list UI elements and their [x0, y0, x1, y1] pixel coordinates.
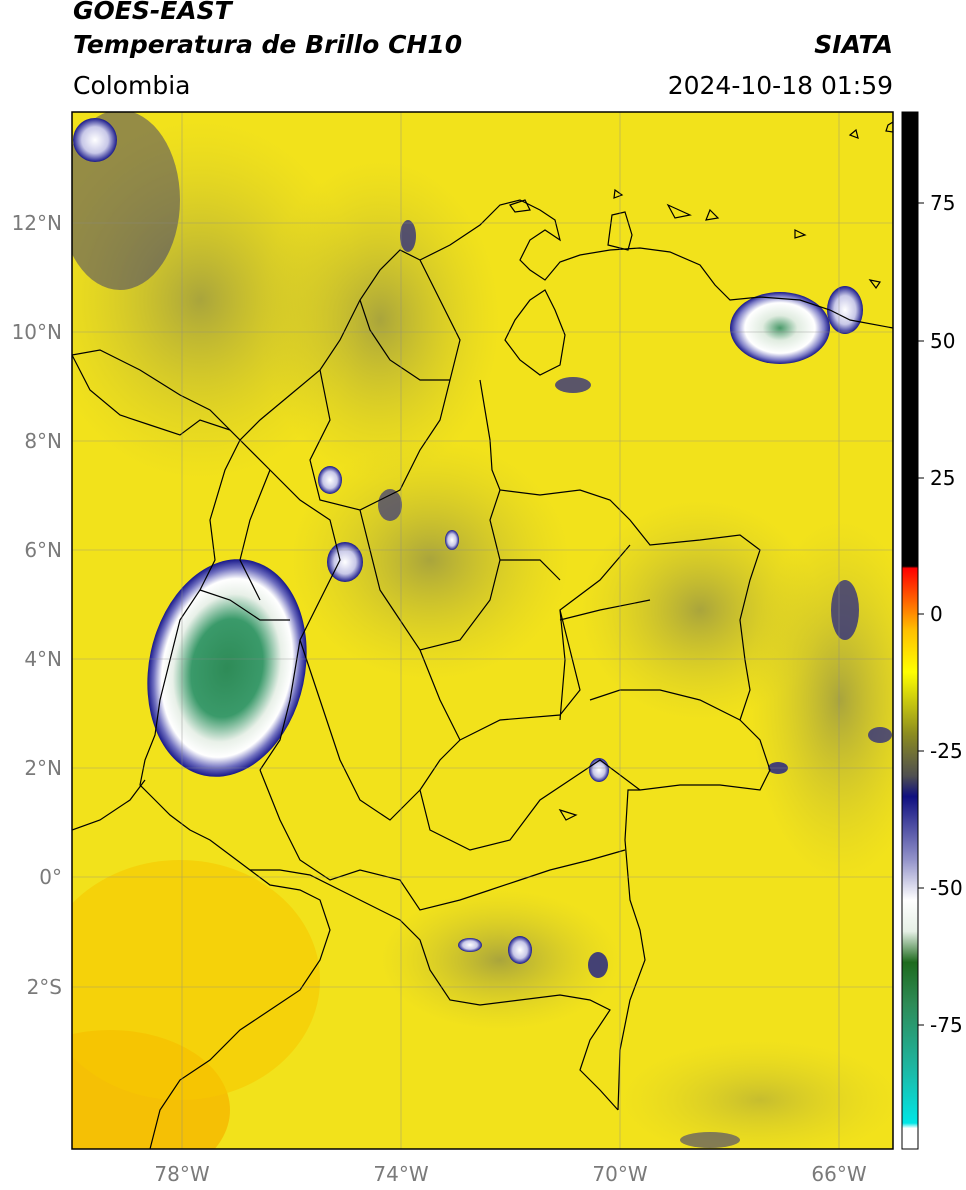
product-title: Temperatura de Brillo CH10: [73, 30, 463, 59]
lat-label: 12°N: [12, 211, 62, 235]
map-frame: [71, 111, 894, 1150]
brightness-temperature-field: [72, 112, 893, 1149]
country-borders: [72, 121, 893, 1149]
lon-label: 78°W: [154, 1162, 209, 1186]
region-label: Colombia: [73, 71, 191, 100]
lat-label: 10°N: [12, 320, 62, 344]
agency-label: SIATA: [814, 30, 893, 59]
colorbar-tick-label: 75: [930, 191, 955, 215]
lat-label: 6°N: [24, 538, 62, 562]
lat-label: 2°S: [27, 975, 62, 999]
lat-label: 4°N: [24, 647, 62, 671]
colorbar-tick-label: -75: [930, 1013, 963, 1037]
lon-label: 66°W: [811, 1162, 866, 1186]
gridlines: [72, 112, 893, 1149]
colorbar-tick-label: -50: [930, 876, 963, 900]
colorbar-tick-label: -25: [930, 739, 963, 763]
colorbar-scale: [901, 111, 919, 1150]
colorbar: 75 50 25 0 -25 -50 -75: [901, 111, 963, 1150]
colorbar-tick-label: 25: [930, 466, 955, 490]
datetime-label: 2024-10-18 01:59: [667, 71, 893, 100]
colorbar-tick-label: 50: [930, 329, 955, 353]
lon-label: 70°W: [592, 1162, 647, 1186]
lat-label: 2°N: [24, 756, 62, 780]
latitude-labels: 12°N 10°N 8°N 6°N 4°N 2°N 0° 2°S: [12, 211, 62, 999]
lon-label: 74°W: [373, 1162, 428, 1186]
satellite-title: GOES-EAST: [73, 0, 232, 25]
colorbar-tick-label: 0: [930, 602, 943, 626]
lat-label: 8°N: [24, 429, 62, 453]
lat-label: 0°: [39, 865, 62, 889]
longitude-labels: 78°W 74°W 70°W 66°W: [154, 1162, 866, 1186]
